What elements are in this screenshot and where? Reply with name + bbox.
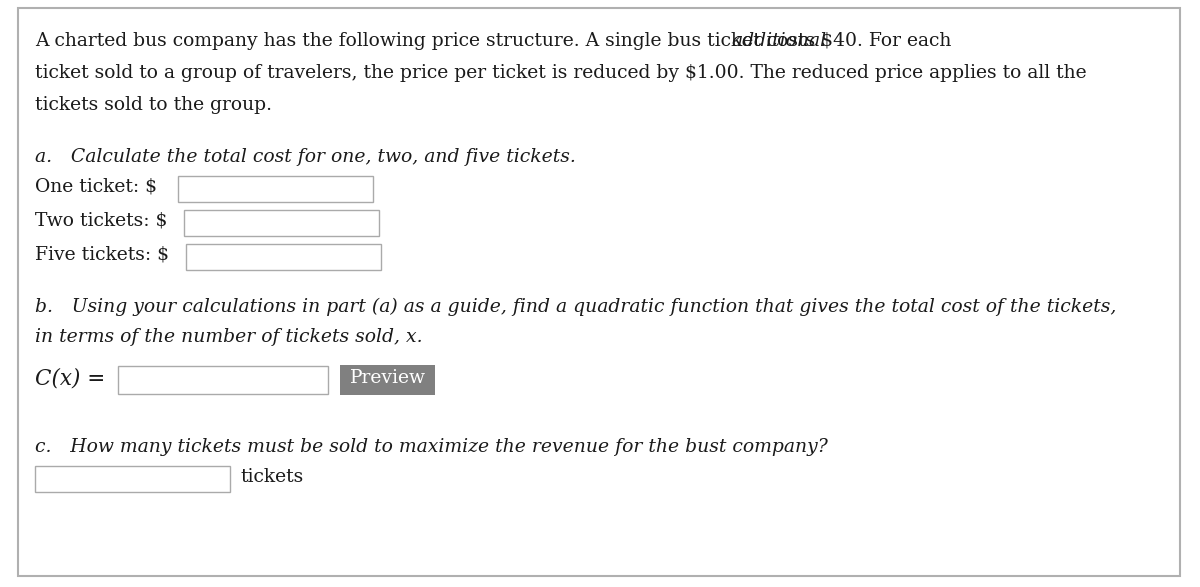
Text: A charted bus company has the following price structure. A single bus ticket cos: A charted bus company has the following … bbox=[35, 32, 958, 50]
Text: a. Calculate the total cost for one, two, and five tickets.: a. Calculate the total cost for one, two… bbox=[35, 148, 576, 166]
Text: C(x) =: C(x) = bbox=[35, 368, 106, 390]
Text: ticket sold to a group of travelers, the price per ticket is reduced by $1.00. T: ticket sold to a group of travelers, the… bbox=[35, 64, 1087, 82]
FancyBboxPatch shape bbox=[340, 365, 436, 395]
Text: tickets: tickets bbox=[240, 468, 304, 486]
Text: in terms of the number of tickets sold, x.: in terms of the number of tickets sold, … bbox=[35, 328, 422, 346]
Text: One ticket: $: One ticket: $ bbox=[35, 178, 157, 196]
Text: additional: additional bbox=[732, 32, 827, 50]
Text: tickets sold to the group.: tickets sold to the group. bbox=[35, 96, 272, 114]
FancyBboxPatch shape bbox=[186, 244, 382, 270]
Text: b. Using your calculations in part (a) as a guide, find a quadratic function tha: b. Using your calculations in part (a) a… bbox=[35, 298, 1116, 316]
FancyBboxPatch shape bbox=[35, 466, 230, 492]
Text: Two tickets: $: Two tickets: $ bbox=[35, 212, 167, 230]
FancyBboxPatch shape bbox=[18, 8, 1180, 576]
Text: Preview: Preview bbox=[349, 369, 426, 387]
Text: c. How many tickets must be sold to maximize the revenue for the bust company?: c. How many tickets must be sold to maxi… bbox=[35, 438, 828, 456]
FancyBboxPatch shape bbox=[178, 176, 373, 202]
FancyBboxPatch shape bbox=[184, 210, 379, 236]
FancyBboxPatch shape bbox=[118, 366, 328, 394]
Text: Five tickets: $: Five tickets: $ bbox=[35, 246, 169, 264]
